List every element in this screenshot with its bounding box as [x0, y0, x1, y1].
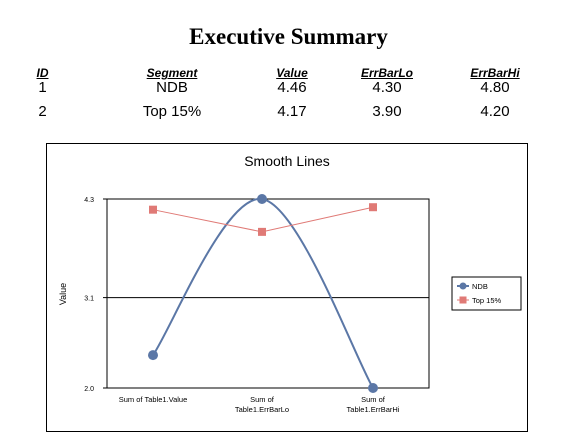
data-point [258, 227, 266, 236]
data-point [149, 205, 157, 214]
cell-value: 4.46 [277, 79, 307, 96]
header-errbarlo: ErrBarLo [360, 66, 413, 80]
y-tick-label: 4.3 [84, 197, 94, 204]
y-tick-label: 3.1 [84, 296, 94, 303]
table-row: 1 NDB 4.46 4.30 4.80 [0, 79, 577, 99]
x-tick-label: Sum of [361, 395, 386, 404]
line-chart: Smooth Lines Value 2.0 3.1 4.3 Sum of Table… [58, 153, 522, 414]
cell-segment: Top 15% [142, 103, 202, 120]
legend-box [451, 276, 522, 311]
data-point [368, 383, 378, 393]
plot-border [106, 198, 430, 389]
cell-errbarhi: 4.80 [480, 79, 510, 96]
x-tick-label: Sum of Table1.Value [119, 395, 188, 404]
legend-marker [459, 282, 467, 290]
header-errbarhi: ErrBarHi [470, 66, 520, 80]
chart-title: Smooth Lines [244, 153, 330, 169]
cell-value: 4.17 [277, 103, 307, 120]
header-segment: Segment [146, 66, 198, 80]
header-id: ID [36, 66, 49, 80]
cell-errbarhi: 4.20 [480, 103, 510, 120]
legend-label: Top 15% [472, 296, 502, 305]
cell-id: 2 [38, 103, 47, 120]
report-title: Executive Summary [189, 24, 388, 49]
data-point [369, 203, 377, 212]
cell-errbarlo: 3.90 [372, 103, 402, 120]
cell-errbarlo: 4.30 [372, 79, 402, 96]
x-tick-label: Table1.ErrBarLo [235, 405, 289, 414]
y-tick-label: 2.0 [84, 386, 94, 393]
x-tick-label: Sum of [250, 395, 275, 404]
data-point [257, 194, 267, 204]
x-tick-label: Table1.ErrBarHi [347, 405, 400, 414]
cell-segment: NDB [156, 79, 188, 96]
data-point [148, 350, 158, 361]
chart-frame: Smooth Lines Value 2.0 3.1 4.3 Sum of Table… [46, 143, 528, 432]
header-value: Value [276, 66, 308, 80]
legend-marker [459, 296, 467, 304]
table-header-row: ID Segment Value ErrBarLo ErrBarHi [0, 66, 577, 86]
y-axis-label: Value [58, 283, 68, 305]
chart-legend: NDB Top 15% [451, 276, 522, 311]
cell-id: 1 [38, 79, 47, 96]
legend-label: NDB [472, 282, 488, 291]
table-row: 2 Top 15% 4.17 3.90 4.20 [0, 103, 577, 123]
